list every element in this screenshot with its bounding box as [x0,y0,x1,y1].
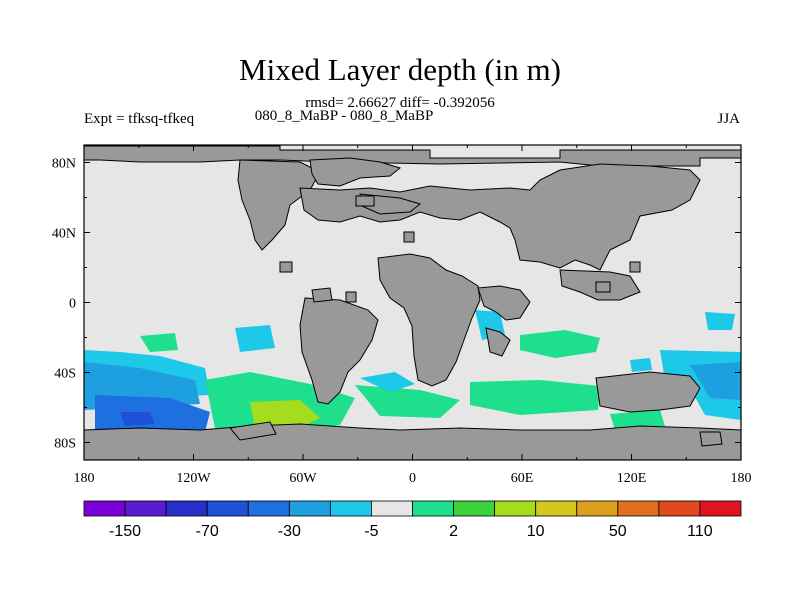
anomaly-indian-ocean [470,380,600,415]
colorbar-swatch [83,500,126,517]
land-indonesia [485,327,511,357]
season-label: JJA [717,111,740,127]
land-antarctic-peninsula [229,421,277,441]
colorbar-label: 110 [687,523,713,540]
land-australia [595,371,701,413]
land-pacific-small [279,261,293,273]
chart-title: Mixed Layer depth (in m) [239,52,561,87]
anomaly-pacific-blue-2 [630,358,652,372]
colorbar-swatch [247,500,290,517]
y-tick-label: 80S [54,437,76,452]
y-tick-label: 80N [52,157,76,172]
anomaly-east-pacific [235,325,275,352]
x-tick-label: 180 [731,471,752,486]
colorbar-swatch [206,500,249,517]
land-africa [377,253,481,387]
land-eurasia [299,163,701,271]
land-arabia-india [477,285,531,321]
land-pacific-island-1 [311,287,333,303]
colorbar-swatch [124,500,167,517]
land-nz [699,431,723,447]
colorbar-swatch [165,500,208,517]
y-tick-label: 40N [52,227,76,242]
colorbar-swatch [288,500,331,517]
colorbar-swatch [494,500,537,517]
x-tick-label: 180 [74,471,95,486]
x-tick-label: 120E [617,471,647,486]
anomaly-atlantic-south [355,385,460,418]
anomaly-australia-south [610,410,665,430]
experiment-label: Expt = tfksq-tfkeq [84,111,195,127]
anomaly-indian-equator [520,330,600,358]
colorbar-label: -30 [278,523,301,540]
colorbar-swatch [617,500,660,517]
anomaly-atlantic-blue [360,372,415,392]
colorbar-label: 50 [609,523,627,540]
colorbar-label: -5 [364,523,378,540]
colorbar-swatch [329,500,372,517]
colorbar-swatch [371,500,413,517]
y-tick-label: 0 [69,297,76,312]
x-tick-label: 0 [409,471,416,486]
colorbar-swatch [576,500,619,517]
colorbar-swatch [453,500,496,517]
colorbar-swatch [412,500,454,517]
anomaly-deep-south-violet [120,412,155,426]
land-iceland [355,195,375,207]
colorbar-swatch [699,500,742,517]
anomaly-pacific-island [705,312,735,330]
land-south-america [299,297,379,405]
chart-subtitle: 080_8_MaBP - 080_8_MaBP [254,108,434,124]
x-tick-label: 120W [176,471,211,486]
x-tick-label: 60W [289,471,317,486]
colorbar-swatch [535,500,578,517]
anomaly-east-pacific-green [140,333,178,352]
land-japan [595,281,611,293]
y-tick-label: 40S [54,367,76,382]
stats-line: rmsd= 2.66627 diff= -0.392056 [305,95,495,111]
colorbar-swatch [658,500,701,517]
x-tick-label: 60E [511,471,534,486]
colorbar-label: 2 [449,523,458,540]
land-greenland [309,157,402,187]
land-pacific-island-2 [345,291,357,303]
anomaly-south-pacific-core [95,395,210,432]
land-east-asia-island [629,261,641,273]
colorbar-label: -70 [196,523,219,540]
colorbar-label: 10 [527,523,545,540]
land-canada-island [403,231,415,243]
colorbar-label: -150 [109,523,141,540]
anomaly-tasman-deep [690,362,741,400]
